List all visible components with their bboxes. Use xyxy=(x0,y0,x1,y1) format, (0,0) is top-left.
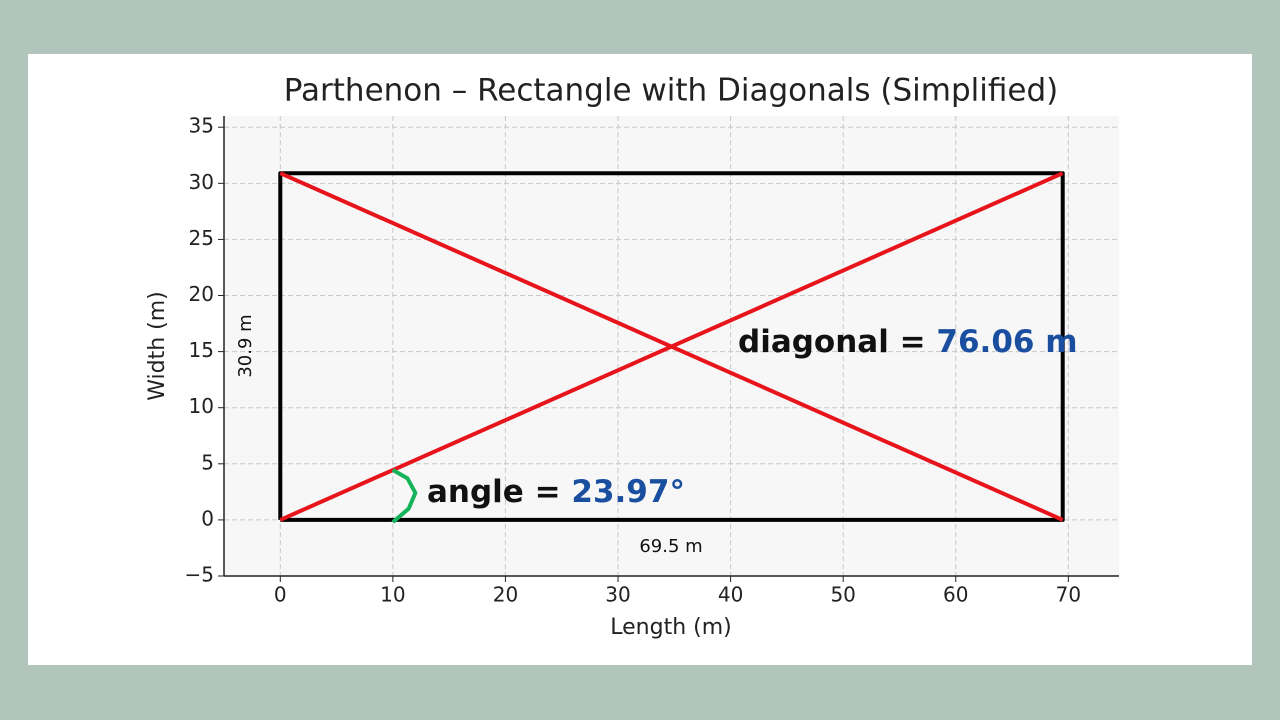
y-tick-label: 20 xyxy=(189,282,214,306)
x-tick-label: 50 xyxy=(830,583,855,607)
chart-title: Parthenon – Rectangle with Diagonals (Si… xyxy=(284,73,1059,109)
annotation: 30.9 m xyxy=(235,314,256,377)
annotation-text: 30.9 m xyxy=(235,314,256,377)
y-tick-label: 5 xyxy=(201,450,214,474)
annotation-text: 69.5 m xyxy=(639,536,702,557)
x-tick-label: 20 xyxy=(493,583,518,607)
x-tick-label: 0 xyxy=(274,583,287,607)
annotation-value: 23.97° xyxy=(571,474,685,510)
y-tick-label: 25 xyxy=(189,226,214,250)
y-axis-label: Width (m) xyxy=(145,291,170,401)
y-tick-label: 35 xyxy=(189,114,214,138)
x-tick-label: 40 xyxy=(718,583,743,607)
y-tick-label: 0 xyxy=(201,506,214,530)
y-tick-label: 30 xyxy=(189,170,214,194)
annotation-value: 76.06 m xyxy=(936,324,1077,360)
series-line xyxy=(391,468,418,524)
x-tick-label: 70 xyxy=(1056,583,1081,607)
annotation-text: diagonal = xyxy=(738,324,936,360)
x-tick-label: 60 xyxy=(943,583,968,607)
x-tick-label: 10 xyxy=(380,583,405,607)
x-axis-label: Length (m) xyxy=(610,615,731,640)
x-tick-label: 30 xyxy=(605,583,630,607)
y-tick-label: −5 xyxy=(185,563,214,587)
annotation-text: angle = xyxy=(427,474,571,510)
y-tick-label: 15 xyxy=(189,338,214,362)
annotation: diagonal = 76.06 m xyxy=(738,324,1078,360)
series-line xyxy=(279,171,1064,522)
annotation: 69.5 m xyxy=(639,536,702,557)
annotation: angle = 23.97° xyxy=(427,474,685,510)
y-tick-label: 10 xyxy=(189,394,214,418)
